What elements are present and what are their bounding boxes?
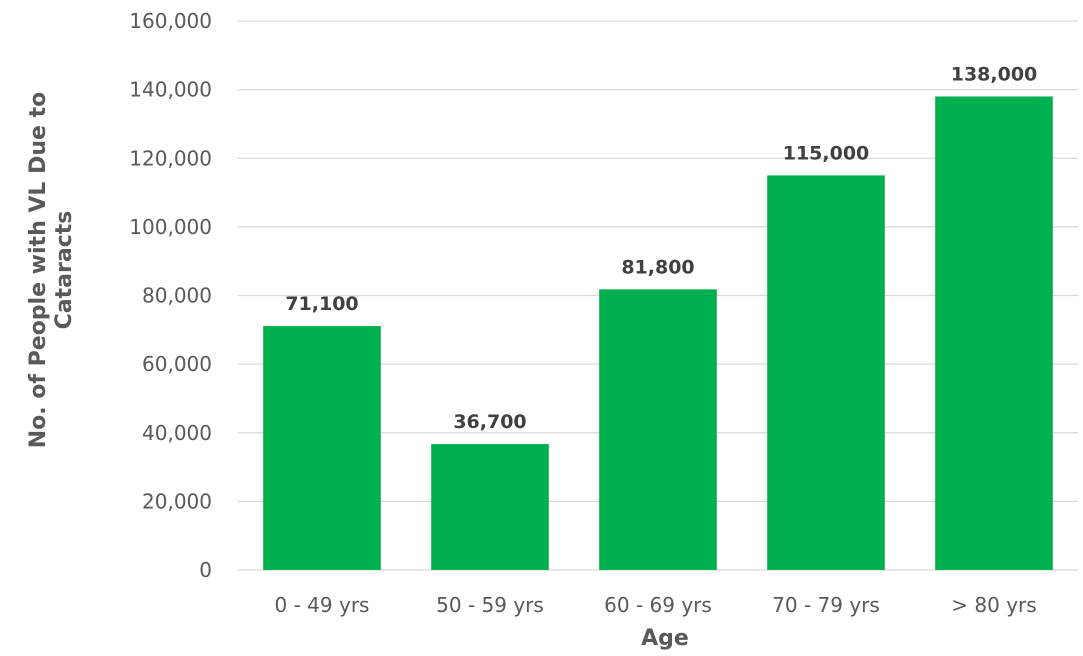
x-axis-tick-labels: 0 - 49 yrs 50 - 59 yrs 60 - 69 yrs 70 - 79 … — [275, 593, 1037, 617]
data-label: 71,100 — [285, 293, 358, 315]
bar — [935, 96, 1053, 571]
data-label: 138,000 — [951, 63, 1038, 85]
data-label: 81,800 — [621, 256, 694, 278]
y-tick-label: 160,000 — [129, 9, 212, 33]
x-tick-label: 50 - 59 yrs — [436, 593, 544, 617]
x-tick-label: 60 - 69 yrs — [604, 593, 712, 617]
y-axis-tick-labels: 0 20,000 40,000 60,000 80,000 100,000 120,000 1… — [129, 9, 212, 582]
y-axis-title-line-2: Cataracts — [52, 211, 77, 330]
y-axis-title: No. of People with VL Due to Cataracts — [26, 92, 77, 448]
y-tick-label: 120,000 — [129, 146, 212, 170]
x-axis-title: Age — [641, 626, 689, 651]
y-tick-label: 60,000 — [142, 352, 212, 376]
y-tick-label: 80,000 — [142, 284, 212, 308]
y-tick-label: 20,000 — [142, 489, 212, 513]
bar — [431, 444, 549, 570]
x-tick-label: 70 - 79 yrs — [772, 593, 880, 617]
bars — [263, 96, 1053, 571]
bar — [767, 175, 885, 570]
y-tick-label: 40,000 — [142, 421, 212, 445]
y-tick-label: 100,000 — [129, 215, 212, 239]
data-label: 115,000 — [783, 142, 870, 164]
x-tick-label: 0 - 49 yrs — [275, 593, 370, 617]
data-labels: 71,100 36,700 81,800 115,000 138,000 — [285, 63, 1037, 433]
bar — [263, 326, 381, 570]
y-tick-label: 140,000 — [129, 78, 212, 102]
y-axis-title-line-1: No. of People with VL Due to — [26, 92, 51, 448]
y-tick-label: 0 — [199, 558, 212, 582]
bar — [599, 289, 717, 570]
data-label: 36,700 — [453, 411, 526, 433]
x-tick-label: > 80 yrs — [951, 593, 1036, 617]
